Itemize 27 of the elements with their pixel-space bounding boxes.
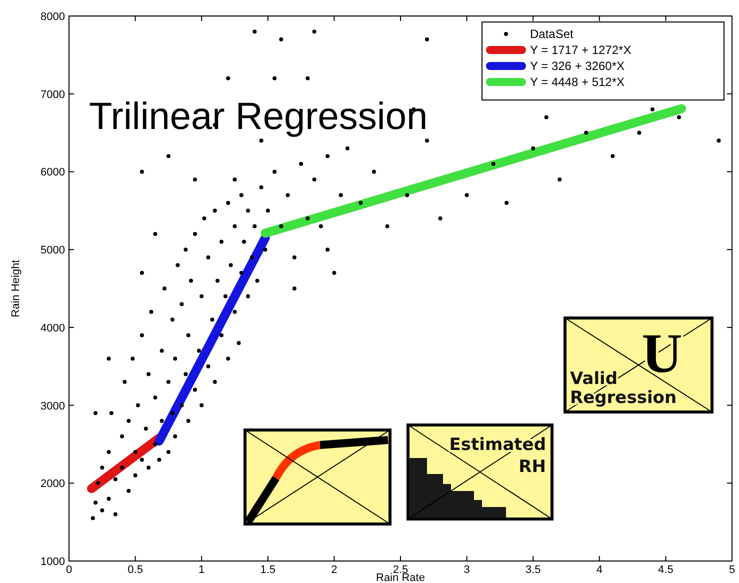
x-tick-label: 0 [66, 564, 72, 576]
y-tick-label: 5000 [40, 244, 65, 257]
text: Trilinear Regression [89, 96, 428, 138]
y-tick-label: 7000 [40, 88, 65, 101]
y-tick-label: 8000 [40, 11, 65, 23]
y-tick-label: 3000 [40, 400, 65, 412]
annotation: Valid [570, 369, 618, 389]
x-tick-label: 1.5 [260, 564, 276, 576]
x-tick-label: 4.5 [658, 564, 674, 576]
x-tick-label: 4 [596, 564, 602, 576]
legend-label: Y = 1717 + 1272*X [530, 43, 632, 57]
x-tick-label: 1 [198, 564, 205, 576]
x-tick-label: 0.5 [128, 564, 143, 576]
x-tick-label: 3 [464, 564, 470, 576]
y-tick-label: 6000 [40, 166, 65, 179]
y-tick-label: 4000 [40, 322, 65, 334]
x-axis-title: Rain Rate [376, 572, 425, 583]
legend-label: DataSet [530, 27, 574, 41]
annotation: RH [518, 457, 546, 477]
y-tick-label: 2000 [40, 478, 65, 490]
x-tick-label: 3.5 [525, 564, 541, 576]
legend-label: Y = 326 + 3260*X [530, 59, 625, 73]
y-tick-label: 1000 [40, 556, 65, 568]
x-tick-label: 2 [331, 564, 338, 576]
legend-label: Y = 4448 + 512*X [530, 75, 625, 89]
x-tick-label: 5 [728, 564, 736, 576]
y-axis-title: Rain Height [10, 260, 22, 318]
